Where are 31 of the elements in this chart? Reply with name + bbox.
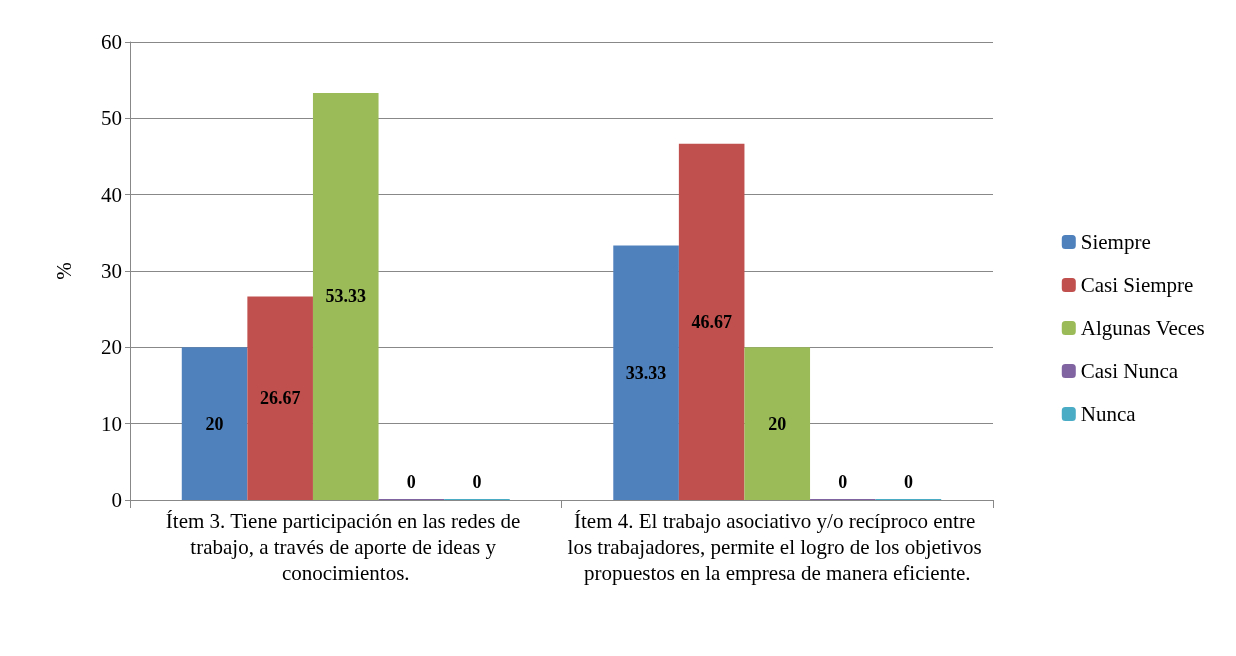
bar <box>744 347 811 500</box>
x-tick-label: Ítem 3. Tiene participación en las redes de trabajo, a través de aporte de ideas y conocimientos. <box>165 509 526 585</box>
data-label: 20 <box>768 413 787 434</box>
data-label: 0 <box>406 472 416 492</box>
bar <box>247 296 313 500</box>
legend-label: Casi Nunca <box>1080 359 1179 383</box>
y-tick-label: 40 <box>101 182 122 207</box>
y-tick-label: 0 <box>111 488 122 512</box>
data-label: 0 <box>838 472 848 492</box>
y-tick-label: 20 <box>101 335 122 360</box>
legend-label: Siempre <box>1080 230 1151 254</box>
data-label: 0 <box>472 472 482 492</box>
bar <box>181 347 248 500</box>
bar <box>678 143 745 500</box>
bar <box>613 245 679 500</box>
y-axis-title: % <box>51 262 76 280</box>
data-label: 0 <box>903 472 913 492</box>
data-label: 33.33 <box>625 362 667 383</box>
y-tick-label: 60 <box>101 30 122 54</box>
legend-label: Algunas Veces <box>1080 316 1205 340</box>
legend-label: Casi Siempre <box>1080 273 1194 297</box>
y-tick-label: 10 <box>101 411 122 436</box>
data-label: 26.67 <box>259 388 301 409</box>
y-tick-label: 30 <box>101 259 122 283</box>
y-tick-label: 50 <box>101 106 122 131</box>
data-label: 20 <box>205 413 224 434</box>
bar <box>312 92 379 500</box>
data-label: 53.33 <box>325 286 366 307</box>
data-label: 46.67 <box>691 311 732 332</box>
x-tick-label: Ítem 4. El trabajo asociativo y/o recíproco entre los trabajadores, permite el logro de los objetivos propuestos en la empresa de manera eficiente. <box>567 509 987 585</box>
legend-label: Nunca <box>1080 402 1137 426</box>
